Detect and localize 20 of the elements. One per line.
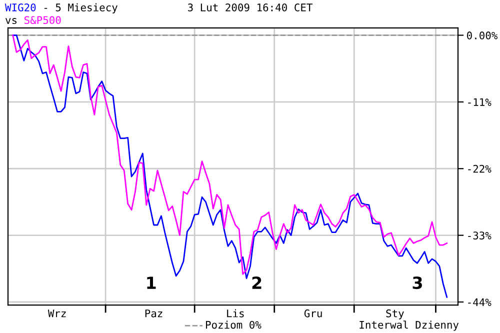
text: WIG20	[5, 3, 36, 12]
chart-subtitle: 3 Lut 2009 16:40 CET	[188, 3, 312, 12]
y-tick-label: -22%	[468, 164, 492, 173]
annotation: 2	[252, 276, 262, 289]
x-tick-label: Paz	[145, 310, 162, 318]
text: Interwal Dzienny	[360, 320, 459, 331]
annotation: 1	[147, 276, 156, 289]
annotation: 3	[412, 276, 422, 290]
y-tick-label: -33%	[468, 232, 492, 240]
x-tick-label: Wrz	[48, 310, 66, 318]
x-tick-label: Gru	[304, 309, 322, 318]
y-tick-label: 0.00%	[467, 32, 498, 40]
chart-title: - 5 Miesiecy	[44, 3, 118, 14]
y-tick-label: -11%	[468, 98, 492, 106]
series-label: S&P500	[24, 16, 61, 24]
text: vs	[6, 18, 17, 24]
x-tick-label: Lis	[227, 309, 244, 318]
y-tick-label: -44%	[468, 298, 492, 306]
x-tick-label: Sty	[386, 309, 404, 320]
legend-label: Poziom 0%	[206, 320, 262, 329]
